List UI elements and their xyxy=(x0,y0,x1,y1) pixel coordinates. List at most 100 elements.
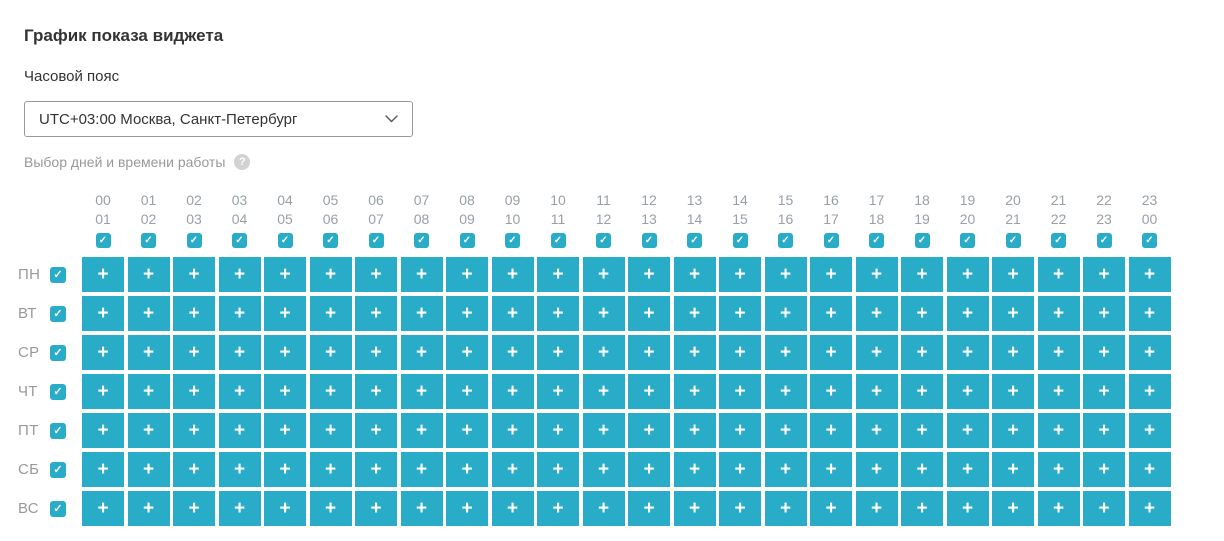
cell-ЧТ-00[interactable]: + xyxy=(82,374,124,410)
cell-ВС-19[interactable]: + xyxy=(946,491,989,527)
cell-ВТ-22[interactable]: + xyxy=(1083,296,1125,332)
cell-ПТ-08[interactable]: + xyxy=(446,413,488,449)
cell-СР-07[interactable]: + xyxy=(400,335,443,371)
cell-ВТ-11[interactable]: + xyxy=(582,296,625,332)
day-checkbox-ВС[interactable]: ✓ xyxy=(50,500,66,517)
cell-СБ-20[interactable]: + xyxy=(992,452,1034,488)
cell-ВС-02[interactable]: + xyxy=(173,491,215,527)
cell-ВС-07[interactable]: + xyxy=(400,491,443,527)
cell-ВТ-21[interactable]: + xyxy=(1037,296,1080,332)
hour-checkbox-23[interactable]: ✓ xyxy=(1142,233,1157,249)
cell-ВС-23[interactable]: + xyxy=(1128,491,1171,527)
hour-checkbox-02[interactable]: ✓ xyxy=(186,233,202,249)
cell-СР-11[interactable]: + xyxy=(582,335,625,371)
cell-ЧТ-14[interactable]: + xyxy=(719,374,761,410)
cell-ВС-06[interactable]: + xyxy=(355,491,397,527)
cell-СР-13[interactable]: + xyxy=(673,335,716,371)
cell-СБ-22[interactable]: + xyxy=(1083,452,1125,488)
cell-ЧТ-10[interactable]: + xyxy=(537,374,579,410)
cell-ВТ-07[interactable]: + xyxy=(400,296,443,332)
cell-ВТ-18[interactable]: + xyxy=(901,296,943,332)
cell-ПТ-05[interactable]: + xyxy=(309,413,352,449)
cell-ПТ-06[interactable]: + xyxy=(355,413,397,449)
day-checkbox-ВТ[interactable]: ✓ xyxy=(50,305,66,322)
cell-СР-22[interactable]: + xyxy=(1083,335,1125,371)
cell-СР-14[interactable]: + xyxy=(719,335,761,371)
cell-ПН-21[interactable]: + xyxy=(1037,257,1080,293)
cell-ПТ-15[interactable]: + xyxy=(764,413,807,449)
cell-ПТ-00[interactable]: + xyxy=(82,413,124,449)
cell-ВТ-20[interactable]: + xyxy=(992,296,1034,332)
cell-ВС-12[interactable]: + xyxy=(628,491,670,527)
cell-ЧТ-20[interactable]: + xyxy=(992,374,1034,410)
cell-ПН-15[interactable]: + xyxy=(764,257,807,293)
cell-СБ-12[interactable]: + xyxy=(628,452,670,488)
cell-ПТ-19[interactable]: + xyxy=(946,413,989,449)
cell-СБ-17[interactable]: + xyxy=(855,452,898,488)
hour-checkbox-03[interactable]: ✓ xyxy=(232,233,247,249)
hour-checkbox-11[interactable]: ✓ xyxy=(596,233,611,249)
cell-ПН-05[interactable]: + xyxy=(309,257,352,293)
cell-ПТ-20[interactable]: + xyxy=(992,413,1034,449)
day-checkbox-СР[interactable]: ✓ xyxy=(50,344,66,361)
day-checkbox-ЧТ[interactable]: ✓ xyxy=(50,383,66,400)
cell-ПТ-14[interactable]: + xyxy=(719,413,761,449)
cell-СР-10[interactable]: + xyxy=(537,335,579,371)
hour-checkbox-14[interactable]: ✓ xyxy=(732,233,748,249)
cell-СР-04[interactable]: + xyxy=(264,335,306,371)
cell-СБ-15[interactable]: + xyxy=(764,452,807,488)
cell-ВС-20[interactable]: + xyxy=(992,491,1034,527)
cell-ЧТ-01[interactable]: + xyxy=(127,374,170,410)
cell-ЧТ-21[interactable]: + xyxy=(1037,374,1080,410)
cell-СБ-06[interactable]: + xyxy=(355,452,397,488)
cell-СР-06[interactable]: + xyxy=(355,335,397,371)
cell-СБ-13[interactable]: + xyxy=(673,452,716,488)
cell-СР-00[interactable]: + xyxy=(82,335,124,371)
cell-СБ-09[interactable]: + xyxy=(491,452,534,488)
cell-ВТ-05[interactable]: + xyxy=(309,296,352,332)
cell-СР-18[interactable]: + xyxy=(901,335,943,371)
cell-ПТ-13[interactable]: + xyxy=(673,413,716,449)
hour-checkbox-19[interactable]: ✓ xyxy=(960,233,975,249)
day-checkbox-ПН[interactable]: ✓ xyxy=(50,266,66,283)
cell-ПТ-21[interactable]: + xyxy=(1037,413,1080,449)
cell-СР-17[interactable]: + xyxy=(855,335,898,371)
cell-СБ-14[interactable]: + xyxy=(719,452,761,488)
day-checkbox-ПТ[interactable]: ✓ xyxy=(50,422,66,439)
cell-СБ-10[interactable]: + xyxy=(537,452,579,488)
cell-ВТ-14[interactable]: + xyxy=(719,296,761,332)
timezone-select[interactable]: UTC+03:00 Москва, Санкт-Петербург xyxy=(24,101,413,138)
cell-ВТ-16[interactable]: + xyxy=(810,296,852,332)
cell-СР-20[interactable]: + xyxy=(992,335,1034,371)
cell-ВС-22[interactable]: + xyxy=(1083,491,1125,527)
hour-checkbox-18[interactable]: ✓ xyxy=(914,233,930,249)
cell-СБ-19[interactable]: + xyxy=(946,452,989,488)
cell-ПН-06[interactable]: + xyxy=(355,257,397,293)
cell-ПН-14[interactable]: + xyxy=(719,257,761,293)
cell-ПТ-02[interactable]: + xyxy=(173,413,215,449)
cell-ПТ-03[interactable]: + xyxy=(218,413,261,449)
cell-ЧТ-12[interactable]: + xyxy=(628,374,670,410)
hour-checkbox-15[interactable]: ✓ xyxy=(778,233,793,249)
cell-СБ-21[interactable]: + xyxy=(1037,452,1080,488)
hour-checkbox-00[interactable]: ✓ xyxy=(95,233,111,249)
cell-ПН-00[interactable]: + xyxy=(82,257,124,293)
cell-СР-01[interactable]: + xyxy=(127,335,170,371)
cell-ПН-16[interactable]: + xyxy=(810,257,852,293)
hour-checkbox-05[interactable]: ✓ xyxy=(323,233,338,249)
cell-СР-15[interactable]: + xyxy=(764,335,807,371)
cell-ВС-11[interactable]: + xyxy=(582,491,625,527)
cell-ВС-13[interactable]: + xyxy=(673,491,716,527)
cell-СР-08[interactable]: + xyxy=(446,335,488,371)
hour-checkbox-07[interactable]: ✓ xyxy=(414,233,429,249)
cell-ВС-21[interactable]: + xyxy=(1037,491,1080,527)
cell-ВТ-19[interactable]: + xyxy=(946,296,989,332)
cell-ВТ-06[interactable]: + xyxy=(355,296,397,332)
cell-СБ-16[interactable]: + xyxy=(810,452,852,488)
cell-ЧТ-05[interactable]: + xyxy=(309,374,352,410)
cell-ЧТ-04[interactable]: + xyxy=(264,374,306,410)
cell-ВТ-12[interactable]: + xyxy=(628,296,670,332)
cell-ПТ-23[interactable]: + xyxy=(1128,413,1171,449)
cell-ПТ-18[interactable]: + xyxy=(901,413,943,449)
hour-checkbox-08[interactable]: ✓ xyxy=(459,233,475,249)
